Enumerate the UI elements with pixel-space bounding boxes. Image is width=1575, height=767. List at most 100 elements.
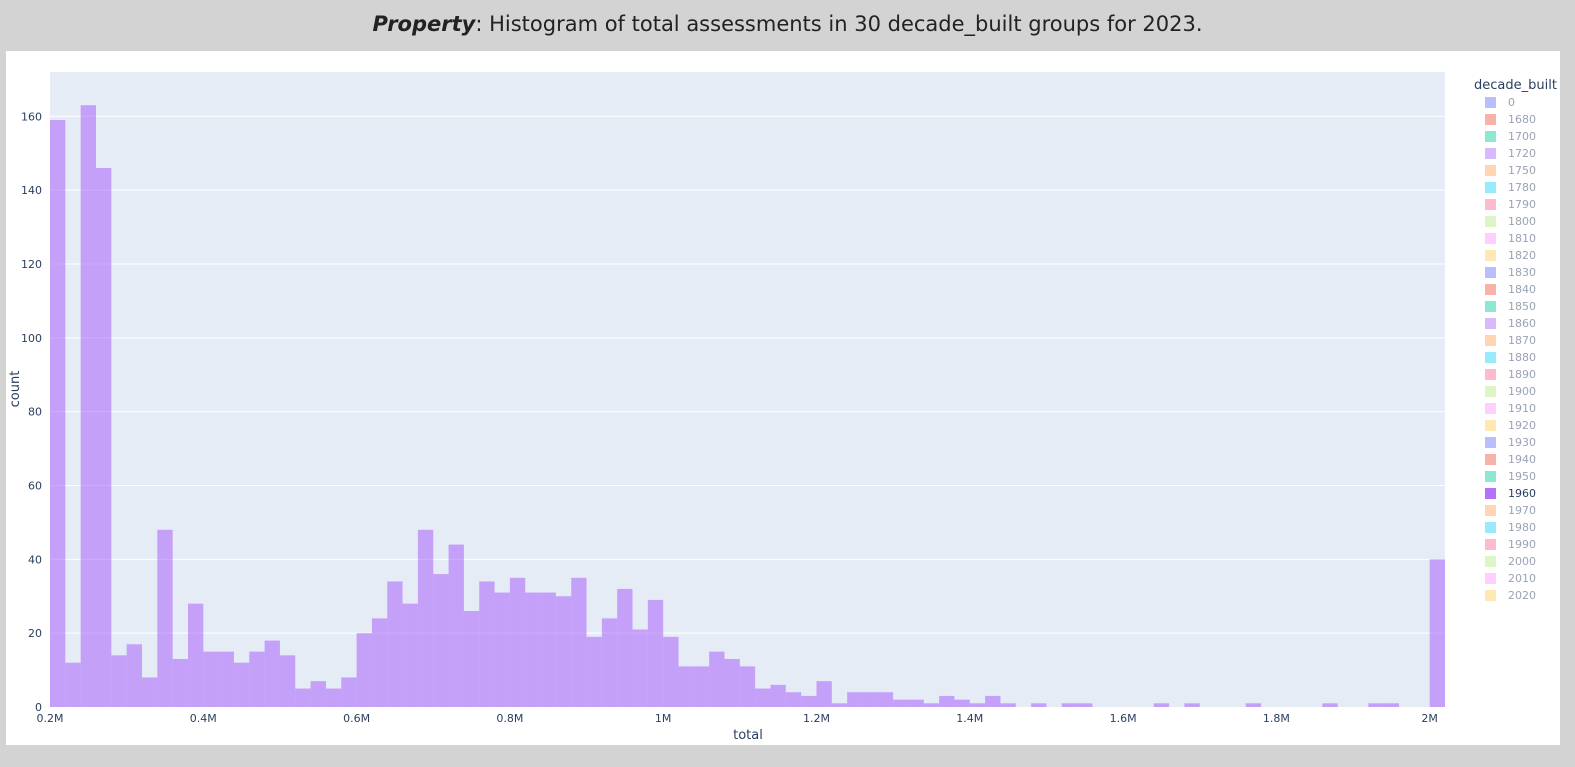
histogram-bar[interactable]: [448, 544, 464, 707]
histogram-bar[interactable]: [509, 577, 526, 707]
histogram-bar[interactable]: [525, 592, 541, 707]
histogram-bar[interactable]: [310, 681, 326, 707]
legend-item[interactable]: 1800: [1485, 215, 1536, 228]
histogram-bar[interactable]: [295, 688, 311, 707]
histogram-bar[interactable]: [847, 692, 863, 707]
histogram-bar[interactable]: [923, 703, 940, 707]
histogram-bar[interactable]: [80, 105, 96, 707]
histogram-bar[interactable]: [908, 699, 924, 707]
legend-item[interactable]: 1870: [1485, 334, 1536, 347]
legend-item[interactable]: 1840: [1485, 283, 1536, 296]
histogram-bar[interactable]: [862, 692, 878, 707]
legend-item[interactable]: 1880: [1485, 351, 1536, 364]
histogram-bar[interactable]: [65, 662, 81, 707]
histogram-bar[interactable]: [785, 692, 802, 707]
histogram-bar[interactable]: [1031, 703, 1047, 707]
histogram-bar[interactable]: [1322, 703, 1338, 707]
legend[interactable]: decade_built 0 1680 1700 1720 1750 1780 1790 18…: [1474, 78, 1557, 602]
histogram-bar[interactable]: [1153, 703, 1170, 707]
histogram-bar[interactable]: [770, 684, 786, 707]
legend-item[interactable]: 2010: [1485, 572, 1536, 585]
histogram-bar[interactable]: [632, 629, 648, 707]
histogram-bar[interactable]: [755, 688, 771, 707]
histogram-bar[interactable]: [187, 603, 204, 707]
histogram-bar[interactable]: [218, 651, 234, 707]
legend-item[interactable]: 1940: [1485, 453, 1536, 466]
legend-item[interactable]: 1990: [1485, 538, 1536, 551]
histogram-bar[interactable]: [417, 529, 434, 707]
legend-item[interactable]: 1970: [1485, 504, 1536, 517]
histogram-bar[interactable]: [463, 611, 480, 707]
histogram-bar[interactable]: [1429, 559, 1445, 707]
histogram-bar[interactable]: [95, 167, 112, 707]
legend-item[interactable]: 1850: [1485, 300, 1536, 313]
histogram-bar[interactable]: [371, 618, 388, 707]
histogram-bar[interactable]: [141, 677, 158, 707]
histogram-bar[interactable]: [126, 644, 142, 707]
legend-item[interactable]: 1750: [1485, 164, 1536, 177]
legend-item[interactable]: 1860: [1485, 317, 1536, 330]
histogram-bar[interactable]: [1383, 703, 1400, 707]
histogram-bar[interactable]: [877, 692, 894, 707]
histogram-bar[interactable]: [249, 651, 265, 707]
histogram-bar[interactable]: [571, 577, 587, 707]
histogram-bar[interactable]: [1245, 703, 1262, 707]
histogram-bar[interactable]: [356, 633, 372, 707]
histogram-bar[interactable]: [617, 588, 633, 707]
histogram-bar[interactable]: [1368, 703, 1384, 707]
histogram-bar[interactable]: [816, 681, 832, 707]
histogram-bar[interactable]: [586, 636, 602, 707]
legend-item[interactable]: 2000: [1485, 555, 1536, 568]
legend-item[interactable]: 1780: [1485, 181, 1536, 194]
histogram-bar[interactable]: [233, 662, 250, 707]
histogram-bar[interactable]: [678, 666, 694, 707]
histogram-bar[interactable]: [387, 581, 403, 707]
legend-item[interactable]: 1950: [1485, 470, 1536, 483]
histogram-bar[interactable]: [831, 703, 848, 707]
histogram-bar[interactable]: [402, 603, 418, 707]
histogram-bar[interactable]: [1000, 703, 1016, 707]
histogram-bar[interactable]: [893, 699, 909, 707]
legend-item[interactable]: 1700: [1485, 130, 1536, 143]
histogram-bar[interactable]: [494, 592, 510, 707]
histogram-bar[interactable]: [1077, 703, 1093, 707]
legend-item[interactable]: 1930: [1485, 436, 1536, 449]
legend-item[interactable]: 2020: [1485, 589, 1536, 602]
histogram-bar[interactable]: [540, 592, 556, 707]
legend-item[interactable]: 1900: [1485, 385, 1536, 398]
legend-item[interactable]: 1890: [1485, 368, 1536, 381]
histogram-bar[interactable]: [264, 640, 280, 707]
histogram-bar[interactable]: [724, 659, 740, 707]
legend-item[interactable]: 0: [1485, 96, 1515, 109]
histogram-bar[interactable]: [172, 659, 188, 707]
legend-item[interactable]: 1980: [1485, 521, 1536, 534]
histogram-bar[interactable]: [1184, 703, 1200, 707]
histogram-bar[interactable]: [663, 636, 679, 707]
histogram-bar[interactable]: [801, 695, 817, 707]
histogram-bar[interactable]: [279, 655, 296, 707]
histogram-bar[interactable]: [479, 581, 495, 707]
legend-item[interactable]: 1790: [1485, 198, 1536, 211]
histogram-bar[interactable]: [555, 596, 572, 707]
legend-item[interactable]: 1960: [1485, 487, 1536, 500]
histogram-bar[interactable]: [1061, 703, 1078, 707]
legend-item[interactable]: 1720: [1485, 147, 1536, 160]
histogram-bar[interactable]: [954, 699, 970, 707]
histogram-bar[interactable]: [709, 651, 725, 707]
legend-item[interactable]: 1920: [1485, 419, 1536, 432]
histogram-bar[interactable]: [693, 666, 710, 707]
histogram-bar[interactable]: [203, 651, 219, 707]
legend-item[interactable]: 1830: [1485, 266, 1536, 279]
histogram-bar[interactable]: [341, 677, 357, 707]
legend-item[interactable]: 1680: [1485, 113, 1536, 126]
legend-item[interactable]: 1910: [1485, 402, 1536, 415]
histogram-bar[interactable]: [601, 618, 618, 707]
histogram-bar[interactable]: [325, 688, 342, 707]
histogram-bar[interactable]: [739, 666, 756, 707]
histogram-bar[interactable]: [969, 703, 986, 707]
histogram-bar[interactable]: [939, 695, 955, 707]
histogram-bar[interactable]: [157, 529, 173, 707]
histogram-bar[interactable]: [50, 119, 66, 707]
histogram-bar[interactable]: [433, 574, 449, 707]
histogram-bar[interactable]: [111, 655, 127, 707]
